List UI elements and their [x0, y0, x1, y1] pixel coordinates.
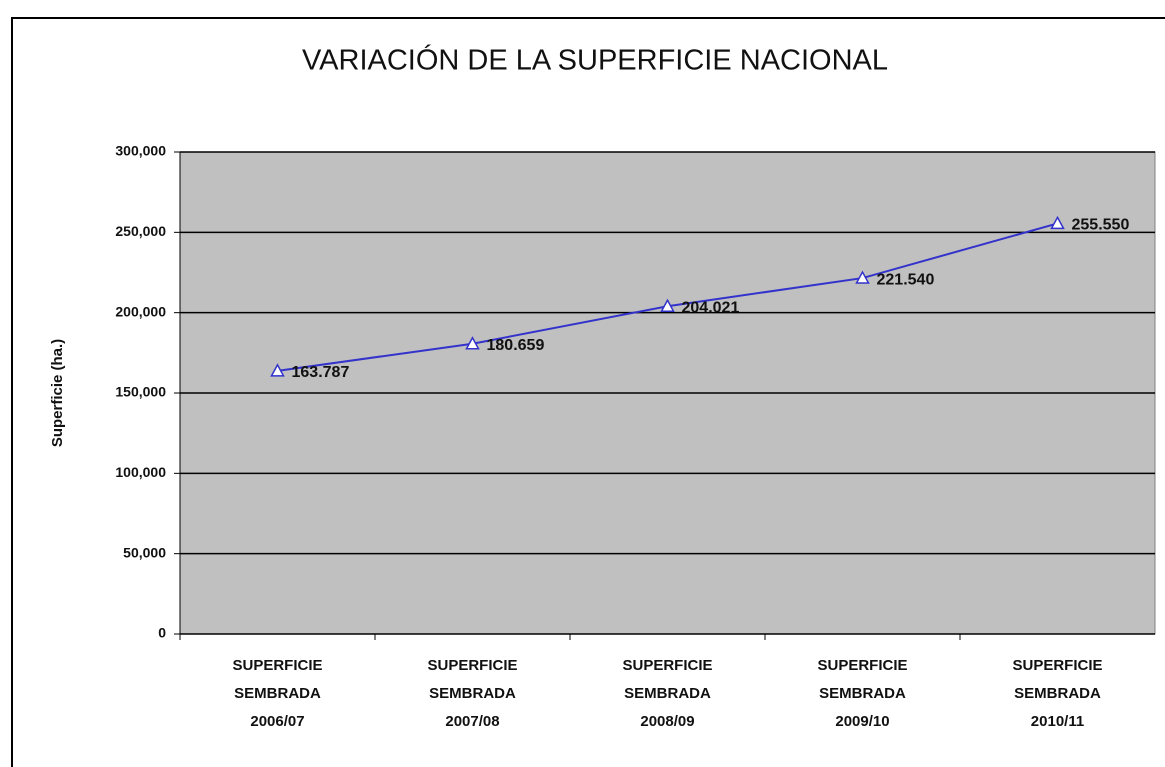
chart-frame	[11, 17, 1165, 767]
x-tick-label: SUPERFICIE SEMBRADA 2009/10	[817, 657, 908, 730]
y-tick-label: 100,000	[115, 464, 166, 480]
chart-title: VARIACIÓN DE LA SUPERFICIE NACIONAL	[302, 44, 888, 77]
data-label: 163.787	[292, 364, 350, 381]
y-tick-label: 50,000	[123, 544, 166, 560]
marker	[660, 298, 675, 312]
marker	[270, 363, 285, 377]
x-tick-label: SUPERFICIE SEMBRADA 2006/07	[232, 657, 323, 730]
x-tick-label: SUPERFICIE SEMBRADA 2008/09	[622, 657, 713, 730]
y-tick-label: 250,000	[115, 223, 166, 239]
marker	[855, 270, 870, 284]
y-tick-label: 150,000	[115, 384, 166, 400]
x-tick-label: SUPERFICIE SEMBRADA 2010/11	[1012, 657, 1103, 730]
y-tick-label: 300,000	[115, 143, 166, 159]
y-tick-label: 0	[158, 625, 166, 641]
data-label: 204.021	[682, 299, 740, 316]
data-label: 180.659	[487, 337, 545, 354]
x-tick-label: SUPERFICIE SEMBRADA 2007/08	[427, 657, 518, 730]
data-label: 221.540	[877, 271, 935, 288]
marker	[1050, 215, 1065, 230]
marker	[465, 336, 480, 350]
data-label: 255.550	[1072, 217, 1130, 234]
y-tick-label: 200,000	[115, 303, 166, 319]
y-axis-label: Superficie (ha.)	[49, 339, 66, 447]
